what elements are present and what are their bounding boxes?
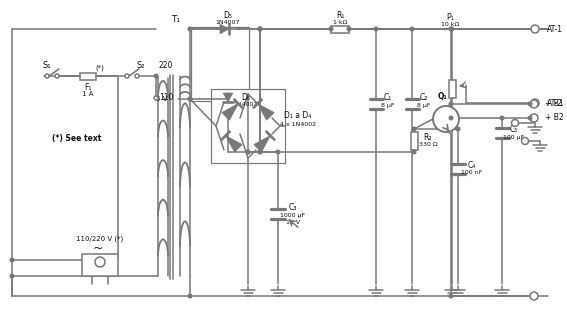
Circle shape [10,258,14,262]
Circle shape [246,150,250,154]
Text: C₅: C₅ [510,124,518,133]
Text: 110/220 V (*): 110/220 V (*) [77,236,124,242]
Text: R₁: R₁ [336,12,344,20]
Polygon shape [254,136,270,152]
Text: ~: ~ [93,241,103,255]
Circle shape [412,150,416,154]
Bar [82,254,118,276]
Circle shape [154,96,158,100]
Circle shape [258,150,262,154]
Bar [411,132,417,150]
Text: C₁: C₁ [384,94,392,102]
Polygon shape [226,136,242,152]
Text: + B2: + B2 [545,113,564,122]
Polygon shape [257,104,274,120]
Text: 10 kΩ: 10 kΩ [441,21,459,26]
Bar [211,89,285,163]
Text: C₄: C₄ [468,160,476,170]
Circle shape [530,114,538,122]
Text: T₁: T₁ [171,15,180,24]
Text: (*) See text: (*) See text [52,134,101,143]
Circle shape [55,74,59,78]
Text: 6 V: 6 V [156,96,168,102]
Text: C₂: C₂ [420,94,428,102]
Text: C₃: C₃ [289,203,297,213]
Text: D₅: D₅ [223,10,232,19]
Circle shape [10,274,14,278]
Circle shape [125,74,129,78]
Text: AT-2: AT-2 [547,99,563,107]
Text: R₂: R₂ [424,133,432,142]
Circle shape [530,100,538,108]
Circle shape [258,150,262,154]
Text: 1 A: 1 A [82,91,94,97]
Text: Q₁: Q₁ [438,91,448,100]
Circle shape [188,294,192,298]
Circle shape [528,102,532,106]
Text: 12 V: 12 V [286,220,300,225]
Circle shape [449,116,453,120]
Circle shape [522,138,528,144]
Text: P₁: P₁ [446,13,454,21]
Circle shape [276,150,280,154]
Circle shape [135,74,139,78]
Polygon shape [222,104,238,120]
Circle shape [45,74,49,78]
Circle shape [329,27,333,31]
Circle shape [188,27,192,31]
Text: 1N4007: 1N4007 [234,102,258,107]
Circle shape [456,127,460,131]
Text: S₁: S₁ [43,61,51,69]
Circle shape [188,97,192,101]
Circle shape [449,27,453,31]
Text: (*): (*) [96,65,104,71]
Circle shape [449,102,453,106]
Text: 8 μF: 8 μF [381,104,395,109]
Text: 100 μF: 100 μF [503,134,524,139]
Text: 110: 110 [159,94,173,102]
Text: 4 x 1N4002: 4 x 1N4002 [280,122,316,127]
Circle shape [347,27,351,31]
Text: D₁ a D₄: D₁ a D₄ [285,111,312,121]
Circle shape [530,292,538,300]
Circle shape [412,127,416,131]
Circle shape [154,74,158,78]
Text: 1N4007: 1N4007 [216,19,240,24]
Circle shape [531,99,539,107]
Bar [191,27,249,101]
Circle shape [258,27,262,31]
Circle shape [258,27,262,31]
Circle shape [500,116,504,120]
Circle shape [95,257,105,267]
Bar [331,25,349,33]
Circle shape [450,27,454,31]
Text: 8 μF: 8 μF [417,104,431,109]
Circle shape [374,27,378,31]
Circle shape [188,97,192,101]
Bar [448,80,455,98]
Text: AT-1: AT-1 [547,24,563,34]
Circle shape [246,150,250,154]
Text: D₆: D₆ [242,93,251,101]
Text: 1000 μF: 1000 μF [281,214,306,219]
Circle shape [528,116,532,120]
Bar [80,73,96,79]
Circle shape [449,294,453,298]
Polygon shape [220,24,229,34]
Text: 100 nF: 100 nF [462,171,483,176]
Text: 1 kΩ: 1 kΩ [333,20,347,25]
Circle shape [258,27,262,31]
Text: + B1: + B1 [545,100,564,109]
Text: F₁: F₁ [84,83,92,91]
Circle shape [531,25,539,33]
Text: S₂: S₂ [137,61,145,69]
Circle shape [511,120,518,127]
Text: 330 Ω: 330 Ω [418,143,437,148]
Polygon shape [223,93,233,102]
Circle shape [410,27,414,31]
Circle shape [433,106,459,132]
Text: 220: 220 [159,62,173,71]
